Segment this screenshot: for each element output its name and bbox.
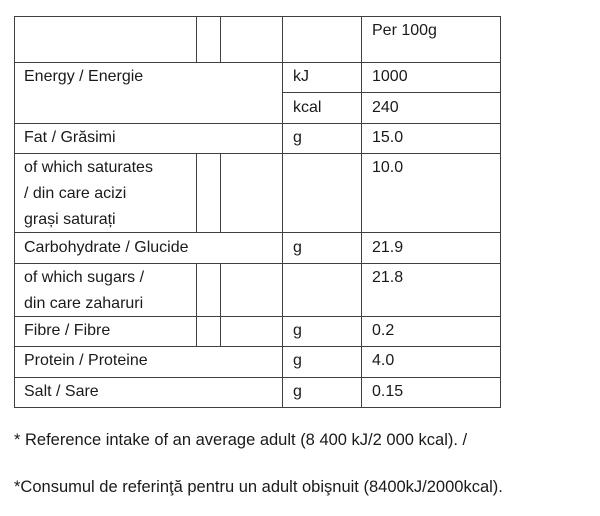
table-border [500, 16, 501, 408]
row-label-sugars: of which sugars / [24, 269, 145, 286]
value-sugars: 21.8 [372, 269, 404, 286]
unit-kcal: kcal [293, 99, 322, 116]
column-divider [282, 16, 283, 408]
row-label-protein: Protein / Proteine [24, 352, 148, 369]
column-divider [196, 153, 197, 232]
unit-kj: kJ [293, 68, 309, 85]
unit-carbohydrate: g [293, 239, 302, 256]
footnote-romanian: *Consumul de referinţă pentru un adult o… [14, 478, 503, 496]
column-divider [361, 16, 362, 408]
value-kj: 1000 [372, 68, 408, 85]
row-label-saturates: grași saturați [24, 211, 116, 228]
row-divider [14, 377, 501, 378]
unit-salt: g [293, 383, 302, 400]
value-fat: 15.0 [372, 129, 404, 146]
column-divider [196, 16, 197, 62]
unit-protein: g [293, 352, 302, 369]
value-fibre: 0.2 [372, 322, 395, 339]
header-per-100g: Per 100g [372, 22, 437, 39]
row-divider [14, 62, 501, 63]
table-border [14, 16, 15, 408]
value-saturates: 10.0 [372, 159, 404, 176]
row-divider [14, 153, 501, 154]
value-salt: 0.15 [372, 383, 404, 400]
row-divider [14, 263, 501, 264]
row-divider [14, 346, 501, 347]
unit-fat: g [293, 129, 302, 146]
row-divider [14, 316, 501, 317]
row-divider [14, 232, 501, 233]
row-divider [14, 123, 501, 124]
row-divider [282, 92, 501, 93]
row-label-saturates: / din care acizi [24, 185, 127, 202]
column-divider [220, 153, 221, 232]
table-border [14, 407, 501, 408]
row-label-fibre: Fibre / Fibre [24, 322, 111, 339]
row-label-carbohydrate: Carbohydrate / Glucide [24, 239, 189, 256]
row-label-fat: Fat / Grăsimi [24, 129, 116, 146]
column-divider [196, 263, 197, 346]
value-kcal: 240 [372, 99, 399, 116]
value-protein: 4.0 [372, 352, 395, 369]
table-border [14, 16, 501, 17]
footnote-english: * Reference intake of an average adult (… [14, 431, 468, 449]
row-label-sugars: din care zaharuri [24, 295, 144, 312]
row-label-saturates: of which saturates [24, 159, 153, 176]
value-carbohydrate: 21.9 [372, 239, 404, 256]
row-label-salt: Salt / Sare [24, 383, 99, 400]
unit-fibre: g [293, 322, 302, 339]
column-divider [220, 263, 221, 346]
row-label-energy: Energy / Energie [24, 68, 144, 85]
column-divider [220, 16, 221, 62]
